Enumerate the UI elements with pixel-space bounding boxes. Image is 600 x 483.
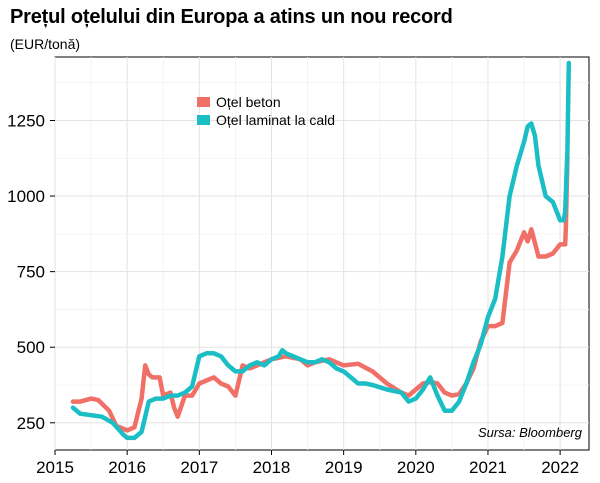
y-tick-label: 1000: [7, 187, 45, 206]
x-tick-label: 2019: [325, 458, 363, 477]
x-tick-label: 2021: [469, 458, 507, 477]
legend-label-2: Oțel laminat la cald: [216, 112, 335, 128]
source-note: Sursa: Bloomberg: [478, 425, 583, 440]
x-tick-label: 2022: [541, 458, 579, 477]
x-tick-label: 2017: [180, 458, 218, 477]
x-tick-label: 2020: [397, 458, 435, 477]
legend-key-2: [197, 115, 210, 125]
series-line-2: [70, 60, 572, 441]
y-tick-label: 1250: [7, 111, 45, 130]
legend-label-1: Oțel beton: [216, 94, 281, 110]
x-tick-label: 2015: [36, 458, 74, 477]
x-tick-label: 2016: [108, 458, 146, 477]
x-tick-label: 2018: [253, 458, 291, 477]
chart-subtitle: (EUR/tonă): [10, 36, 81, 52]
legend: Oțel beton Oțel laminat la cald: [197, 94, 335, 128]
y-tick-label: 250: [17, 414, 45, 433]
series-lines: [70, 60, 572, 441]
legend-key-1: [197, 97, 210, 107]
chart-title: Prețul oțelului din Europa a atins un no…: [10, 6, 453, 28]
y-tick-label: 500: [17, 338, 45, 357]
y-tick-label: 750: [17, 263, 45, 282]
axis-ticks: 2015 2016 2017 2018 2019 2020 2021 2022 250 500 75…: [7, 111, 579, 477]
